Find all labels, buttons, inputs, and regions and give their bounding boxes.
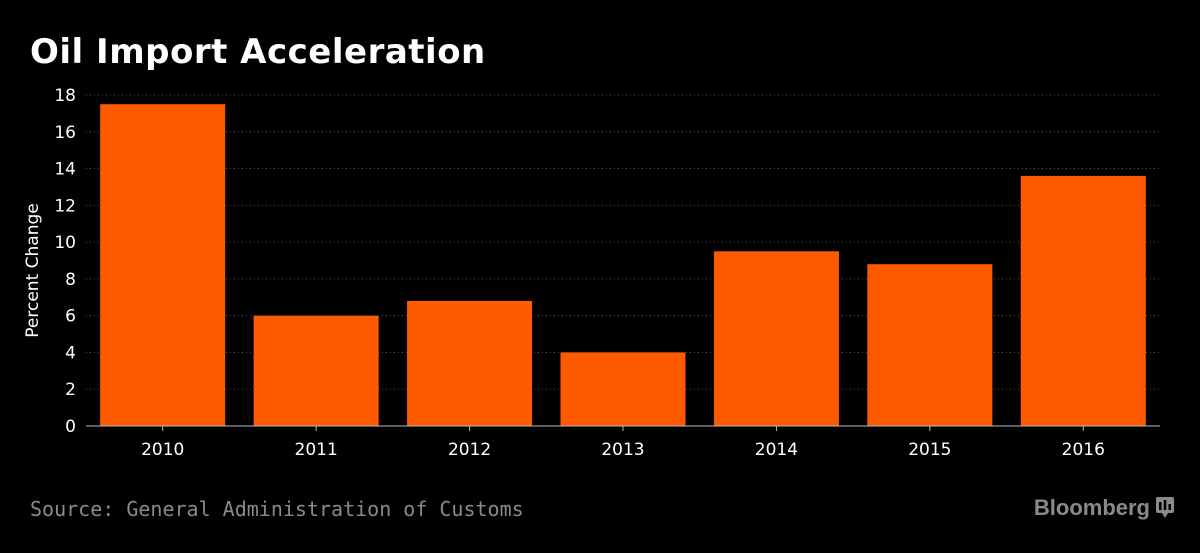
bars (100, 104, 1146, 426)
chart-title: Oil Import Acceleration (30, 32, 486, 72)
x-tick-label: 2015 (908, 440, 951, 460)
y-tick-label: 10 (54, 233, 76, 253)
y-axis-ticks: 0 2 4 6 8 10 12 14 16 18 (54, 86, 76, 437)
brand-name: Bloomberg (1033, 495, 1150, 520)
x-axis-ticks: 2010 2011 2012 2013 2014 2015 2016 (141, 426, 1105, 460)
y-tick-label: 12 (54, 196, 76, 216)
y-tick-label: 8 (65, 270, 76, 290)
y-tick-label: 14 (54, 160, 76, 180)
x-tick-label: 2011 (295, 440, 338, 460)
gridlines (86, 94, 1160, 390)
bar-2012 (407, 300, 533, 426)
y-axis-label: Percent Change (23, 203, 43, 337)
bar-2011 (253, 315, 379, 426)
y-tick-label: 2 (65, 380, 76, 400)
bar-2013 (560, 352, 686, 426)
y-tick-label: 0 (65, 417, 76, 437)
x-tick-label: 2013 (601, 440, 644, 460)
x-tick-label: 2014 (755, 440, 798, 460)
x-tick-label: 2010 (141, 440, 184, 460)
bloomberg-logo: Bloomberg (1034, 494, 1174, 522)
source-note: Source: General Administration of Custom… (30, 497, 524, 521)
y-tick-label: 6 (65, 307, 76, 327)
y-tick-label: 18 (54, 86, 76, 106)
x-tick-label: 2012 (448, 440, 491, 460)
bar-2014 (713, 251, 839, 426)
bar-2010 (100, 104, 226, 426)
y-tick-label: 16 (54, 123, 76, 143)
x-tick-label: 2016 (1062, 440, 1105, 460)
bar-2016 (1020, 175, 1146, 426)
bloomberg-terminal-icon (1156, 497, 1174, 518)
y-tick-label: 4 (65, 343, 76, 363)
bar-2015 (867, 264, 993, 426)
